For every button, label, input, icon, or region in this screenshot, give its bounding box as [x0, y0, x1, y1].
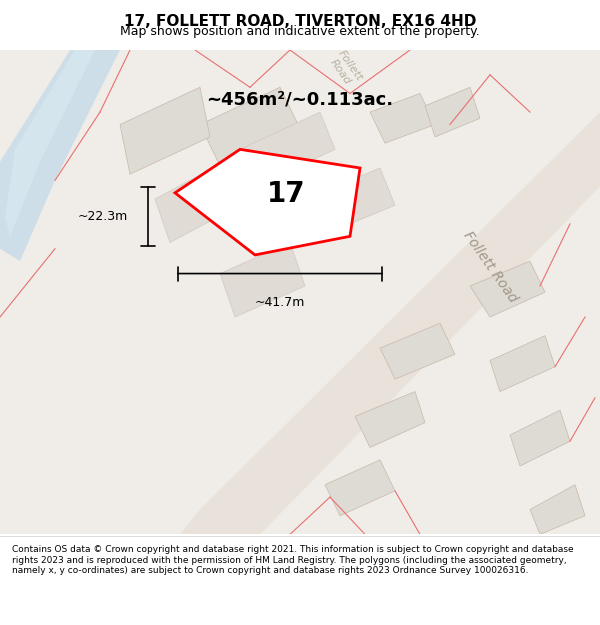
- Polygon shape: [200, 88, 310, 187]
- Text: 17: 17: [266, 180, 305, 208]
- Polygon shape: [120, 88, 210, 174]
- Polygon shape: [510, 410, 570, 466]
- Text: 17, FOLLETT ROAD, TIVERTON, EX16 4HD: 17, FOLLETT ROAD, TIVERTON, EX16 4HD: [124, 14, 476, 29]
- Text: Contains OS data © Crown copyright and database right 2021. This information is : Contains OS data © Crown copyright and d…: [12, 545, 574, 575]
- Polygon shape: [5, 50, 95, 236]
- Polygon shape: [155, 162, 240, 242]
- Polygon shape: [240, 174, 330, 261]
- Polygon shape: [180, 112, 600, 534]
- Polygon shape: [490, 336, 555, 391]
- Polygon shape: [0, 50, 120, 261]
- Text: Follett
Road: Follett Road: [326, 48, 364, 89]
- Polygon shape: [470, 261, 545, 317]
- Polygon shape: [425, 88, 480, 137]
- Polygon shape: [355, 391, 425, 448]
- Polygon shape: [380, 323, 455, 379]
- Text: Follett Road: Follett Road: [460, 229, 520, 306]
- Polygon shape: [530, 485, 585, 534]
- Polygon shape: [175, 149, 360, 255]
- Text: Map shows position and indicative extent of the property.: Map shows position and indicative extent…: [120, 24, 480, 38]
- Polygon shape: [220, 242, 305, 317]
- Polygon shape: [370, 94, 435, 143]
- Text: ~41.7m: ~41.7m: [255, 296, 305, 309]
- Polygon shape: [325, 460, 395, 516]
- Polygon shape: [240, 112, 335, 187]
- Polygon shape: [305, 168, 395, 236]
- Text: ~22.3m: ~22.3m: [78, 210, 128, 223]
- Text: ~456m²/~0.113ac.: ~456m²/~0.113ac.: [206, 91, 394, 109]
